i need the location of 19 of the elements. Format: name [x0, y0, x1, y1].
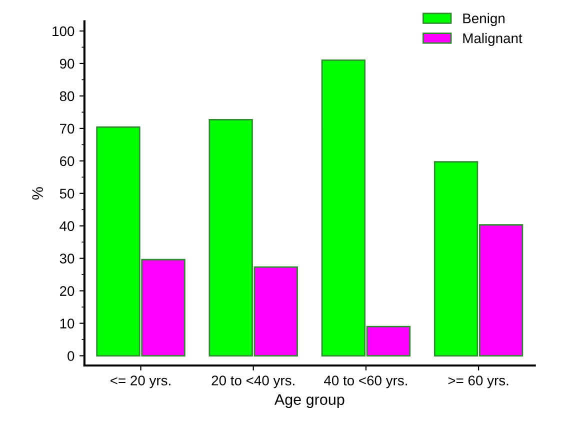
y-tick-label: 20	[60, 286, 74, 296]
y-tick-label: 10	[60, 318, 74, 328]
legend-label: Malignant	[463, 32, 522, 46]
y-tick-label: 90	[60, 58, 74, 69]
y-tick-label: 60	[60, 156, 74, 166]
y-tick-label: 40	[60, 221, 74, 232]
x-axis-title: Age group	[274, 394, 344, 408]
y-tick-label: 30	[60, 254, 74, 264]
x-tick-label: <= 20 yrs.	[110, 376, 170, 388]
x-tick-label: 20 to <40 yrs.	[212, 376, 294, 388]
y-tick-label: 70	[60, 124, 74, 134]
y-tick-label: 100	[52, 26, 74, 36]
y-tick-label: 80	[60, 91, 74, 102]
y-axis-title: %	[32, 187, 43, 200]
x-tick-label: 40 to <60 yrs.	[324, 376, 407, 388]
y-tick-label: 50	[60, 188, 74, 199]
x-tick-label: >= 60 yrs.	[448, 376, 508, 388]
y-tick-label: 0	[68, 351, 74, 361]
legend-label: Benign	[463, 13, 504, 26]
